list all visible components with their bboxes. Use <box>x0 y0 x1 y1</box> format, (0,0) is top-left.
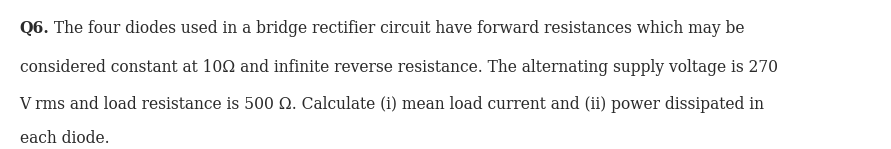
Text: V rms and load resistance is 500 Ω. Calculate (i) mean load current and (ii) pow: V rms and load resistance is 500 Ω. Calc… <box>20 96 764 113</box>
Text: each diode.: each diode. <box>20 130 110 147</box>
Text: Q6.: Q6. <box>20 20 49 37</box>
Text: The four diodes used in a bridge rectifier circuit have forward resistances whic: The four diodes used in a bridge rectifi… <box>49 20 745 37</box>
Text: considered constant at 10Ω and infinite reverse resistance. The alternating supp: considered constant at 10Ω and infinite … <box>20 59 778 76</box>
